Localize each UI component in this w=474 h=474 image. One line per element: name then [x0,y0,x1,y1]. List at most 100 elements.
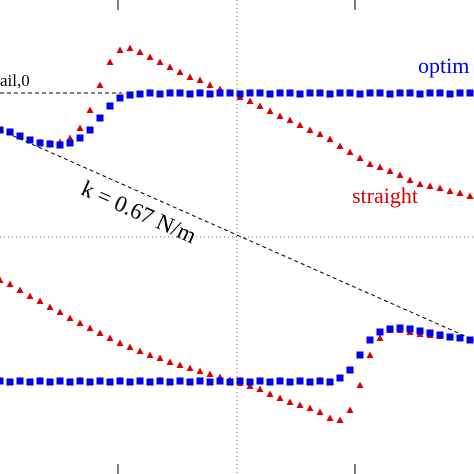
square-marker [436,89,444,97]
square-marker [466,89,474,97]
triangle-marker [26,292,34,299]
triangle-marker [246,97,254,104]
square-marker [336,374,344,382]
square-marker [76,377,84,385]
triangle-marker [446,187,454,194]
triangle-marker [76,319,84,326]
triangle-marker [276,112,284,119]
square-marker [136,377,144,385]
triangle-marker [256,385,264,392]
triangle-marker [336,416,344,423]
square-marker [56,377,64,385]
triangle-marker [396,171,404,178]
triangle-marker [196,367,204,374]
optimized-label: optim [418,53,469,78]
triangle-marker [196,76,204,83]
square-marker [36,377,44,385]
square-marker [346,89,354,97]
triangle-marker [246,382,254,389]
square-marker [276,89,284,97]
triangle-marker [156,58,164,65]
square-marker [206,378,214,386]
square-marker [6,378,14,386]
square-marker [416,90,424,98]
triangle-marker [376,163,384,170]
square-marker [376,89,384,97]
square-marker [226,378,234,386]
square-marker [366,336,374,344]
square-marker [266,378,274,386]
triangle-marker [266,107,274,114]
square-marker [456,334,464,342]
square-marker [96,114,104,122]
square-marker [356,351,364,359]
straight-label: straight [352,183,418,208]
square-marker [176,89,184,97]
triangle-marker [126,44,134,51]
triangle-marker [346,406,354,413]
triangle-marker [86,324,94,331]
square-marker [326,378,334,386]
square-marker [246,89,254,97]
triangle-marker [366,351,374,358]
square-marker [196,89,204,97]
square-marker [56,141,64,149]
square-marker [156,377,164,385]
square-marker [316,377,324,385]
square-marker [306,89,314,97]
triangle-marker [296,401,304,408]
triangle-marker [156,354,164,361]
square-marker [206,90,214,98]
triangle-marker [76,124,84,131]
square-marker [146,378,154,386]
triangle-marker [326,135,334,142]
triangle-marker [116,46,124,53]
square-marker [356,90,364,98]
square-marker [466,336,474,344]
square-marker [176,377,184,385]
square-marker [166,378,174,386]
square-marker [306,378,314,386]
square-marker [456,89,464,97]
square-marker [386,90,394,98]
triangle-marker [36,297,44,304]
triangle-marker [436,184,444,191]
triangle-marker [376,334,384,341]
triangle-marker [96,81,104,88]
triangle-marker [186,364,194,371]
triangle-marker [106,58,114,65]
triangle-marker [146,351,154,358]
triangle-marker [416,180,424,187]
square-marker [6,128,14,136]
square-marker [0,377,4,385]
triangle-marker [346,148,354,155]
triangle-marker [16,286,24,293]
triangle-marker [66,314,74,321]
triangle-marker [256,102,264,109]
square-marker [316,89,324,97]
square-marker [0,126,4,134]
triangle-marker [176,68,184,75]
square-marker [386,325,394,333]
square-marker [446,90,454,98]
square-marker [26,136,34,144]
triangle-marker [116,339,124,346]
triangle-marker [316,130,324,137]
square-marker [116,94,124,102]
square-marker [376,328,384,336]
triangle-marker [86,106,94,113]
square-marker [166,89,174,97]
square-marker [186,90,194,98]
triangle-marker [296,121,304,128]
triangle-marker [286,398,294,405]
square-marker [86,126,94,134]
triangle-marker [316,408,324,415]
triangle-marker [6,280,14,287]
triangle-marker [186,73,194,80]
triangle-marker [466,192,474,199]
square-marker [256,89,264,97]
square-marker [426,89,434,97]
triangle-marker [266,390,274,397]
square-marker [36,139,44,147]
